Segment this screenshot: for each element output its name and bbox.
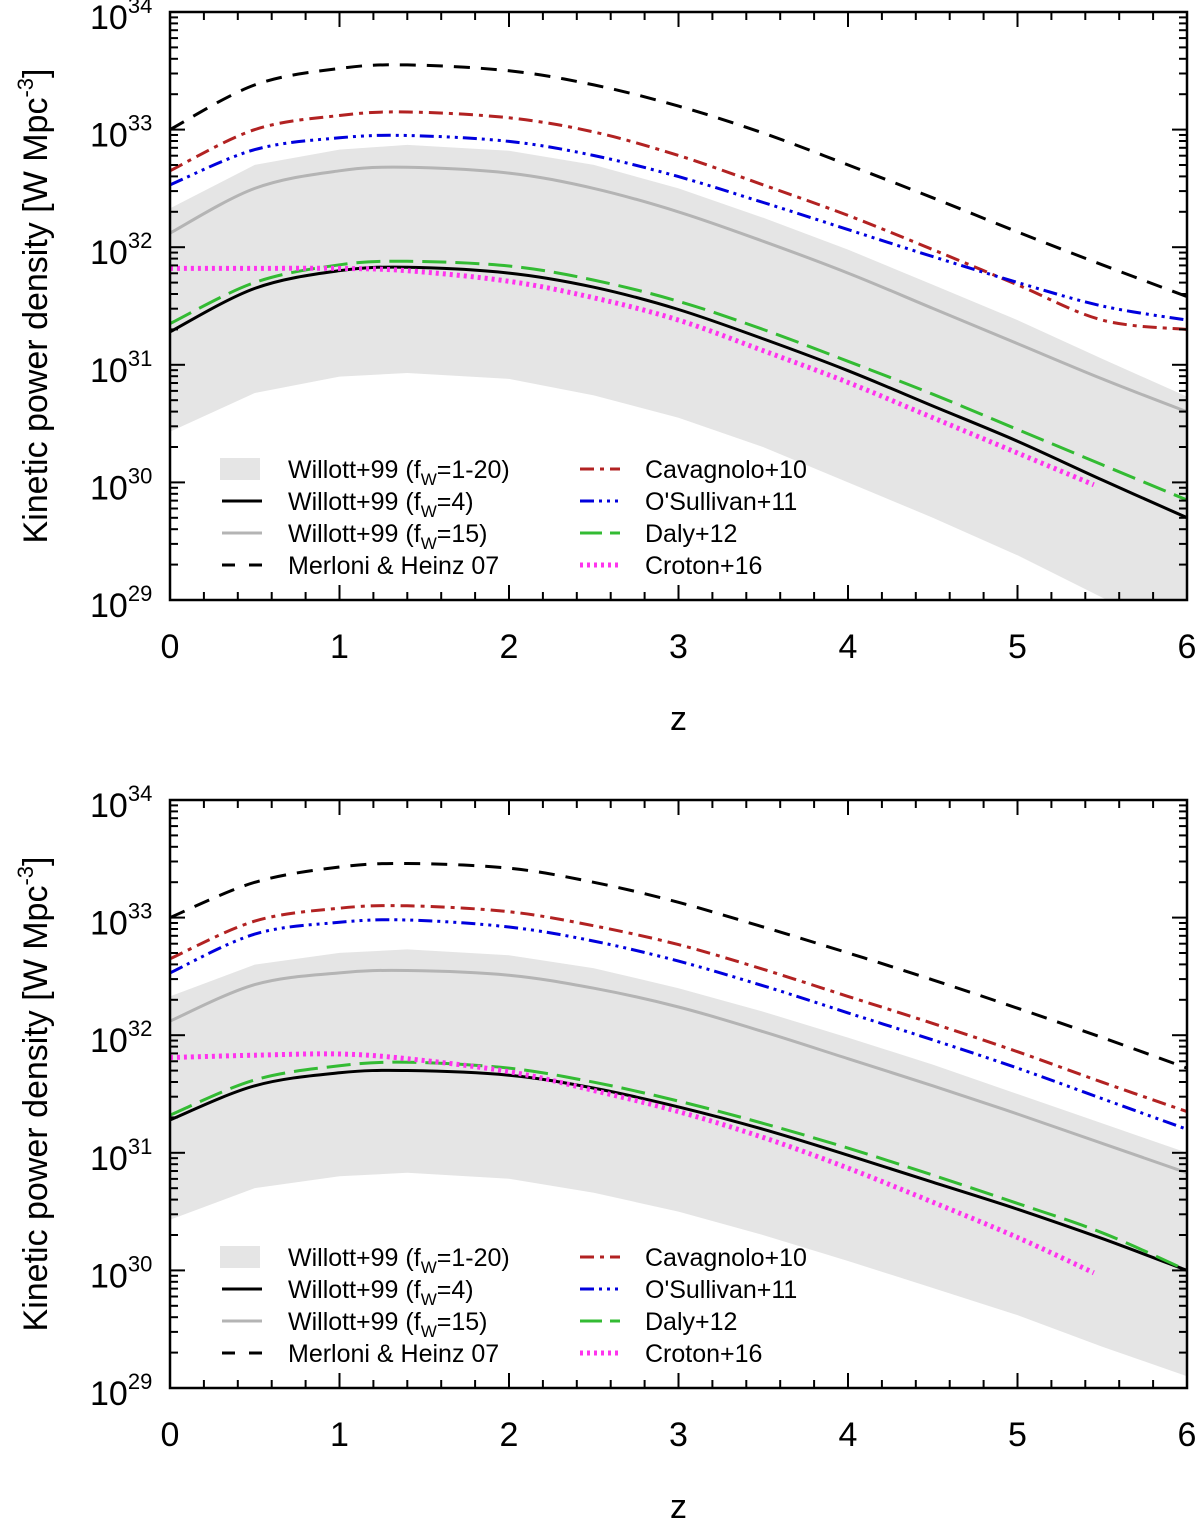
chart-panel-bottom: 0 1 2 3 4 5 6 1029 1030 1031 1032 1033 1034 z Kinetic … bbox=[13, 781, 1196, 1519]
series-line-willott-fw4 bbox=[170, 1068, 1187, 1272]
legend-label: Willott+99 (fW=4) bbox=[288, 1276, 474, 1309]
legend-label: Willott+99 (fW=4) bbox=[288, 488, 474, 521]
y-tick-label: 1033 bbox=[90, 899, 152, 943]
series-line-osullivan bbox=[170, 918, 1187, 1131]
x-tick-label: 2 bbox=[500, 1416, 519, 1454]
series-line-daly bbox=[170, 259, 1187, 502]
series-line-merloni bbox=[170, 861, 1187, 1070]
x-tick-label: 1 bbox=[330, 628, 349, 666]
y-tick-label: 1029 bbox=[90, 581, 152, 625]
series-line-daly bbox=[170, 1060, 1187, 1272]
legend-label: Cavagnolo+10 bbox=[645, 1244, 807, 1272]
y-tick-label: 1032 bbox=[90, 228, 152, 272]
chart-panel-top: 0 1 2 3 4 5 6 1029 1030 1031 1032 1033 1034 z Kinetic … bbox=[13, 0, 1196, 738]
x-tick-label: 5 bbox=[1008, 628, 1027, 666]
x-axis-title: z bbox=[670, 1488, 687, 1519]
y-axis-title: Kinetic power density [W Mpc-3] bbox=[13, 857, 55, 1332]
y-tick-label: 1029 bbox=[90, 1369, 152, 1413]
legend-label: Croton+16 bbox=[645, 1340, 762, 1368]
legend-label: Daly+12 bbox=[645, 1308, 737, 1336]
x-tick-label: 2 bbox=[500, 628, 519, 666]
legend-label: Daly+12 bbox=[645, 520, 737, 548]
x-tick-label: 1 bbox=[330, 1416, 349, 1454]
y-tick-label: 1030 bbox=[90, 1251, 152, 1295]
series-line-willott-fw15 bbox=[170, 968, 1187, 1175]
legend-label: O'Sullivan+11 bbox=[645, 488, 797, 516]
willott-band-area bbox=[170, 949, 1187, 1377]
x-tick-label: 0 bbox=[161, 628, 180, 666]
series-line-cavagnolo bbox=[170, 904, 1187, 1114]
legend-label: Merloni & Heinz 07 bbox=[288, 552, 499, 580]
series-line-willott-fw15 bbox=[170, 165, 1187, 414]
series-line-croton bbox=[170, 265, 1095, 488]
y-tick-label: 1031 bbox=[90, 1134, 152, 1178]
legend-label: Willott+99 (fW=1-20) bbox=[288, 1244, 510, 1277]
legend-label: Croton+16 bbox=[645, 552, 762, 580]
legend-label: Willott+99 (fW=1-20) bbox=[288, 456, 510, 489]
legend-label: Willott+99 (fW=15) bbox=[288, 1308, 487, 1341]
legend-swatch-band bbox=[220, 458, 260, 480]
x-tick-label: 0 bbox=[161, 1416, 180, 1454]
x-tick-label: 3 bbox=[669, 1416, 688, 1454]
x-tick-label: 6 bbox=[1178, 628, 1197, 666]
y-tick-label: 1034 bbox=[90, 0, 152, 37]
willott-band-area bbox=[170, 144, 1187, 600]
series-line-croton bbox=[170, 1051, 1095, 1276]
x-tick-label: 4 bbox=[839, 628, 858, 666]
y-tick-label: 1034 bbox=[90, 781, 152, 825]
y-tick-label: 1033 bbox=[90, 111, 152, 155]
legend-label: O'Sullivan+11 bbox=[645, 1276, 797, 1304]
legend: Willott+99 (fW=1-20)Willott+99 (fW=4)Wil… bbox=[220, 456, 807, 580]
x-tick-label: 6 bbox=[1178, 1416, 1197, 1454]
series-line-cavagnolo bbox=[170, 110, 1187, 331]
legend-label: Willott+99 (fW=15) bbox=[288, 520, 487, 553]
x-tick-label: 5 bbox=[1008, 1416, 1027, 1454]
legend: Willott+99 (fW=1-20)Willott+99 (fW=4)Wil… bbox=[220, 1244, 807, 1368]
legend-swatch-band bbox=[220, 1246, 260, 1268]
y-tick-label: 1031 bbox=[90, 346, 152, 390]
x-axis-title: z bbox=[670, 700, 687, 738]
legend-label: Cavagnolo+10 bbox=[645, 456, 807, 484]
y-tick-label: 1032 bbox=[90, 1016, 152, 1060]
y-tick-label: 1030 bbox=[90, 463, 152, 507]
series-line-merloni bbox=[170, 63, 1187, 299]
y-axis-title: Kinetic power density [W Mpc-3] bbox=[13, 69, 55, 544]
legend-label: Merloni & Heinz 07 bbox=[288, 1340, 499, 1368]
x-tick-label: 4 bbox=[839, 1416, 858, 1454]
x-tick-label: 3 bbox=[669, 628, 688, 666]
series-line-osullivan bbox=[170, 133, 1187, 322]
